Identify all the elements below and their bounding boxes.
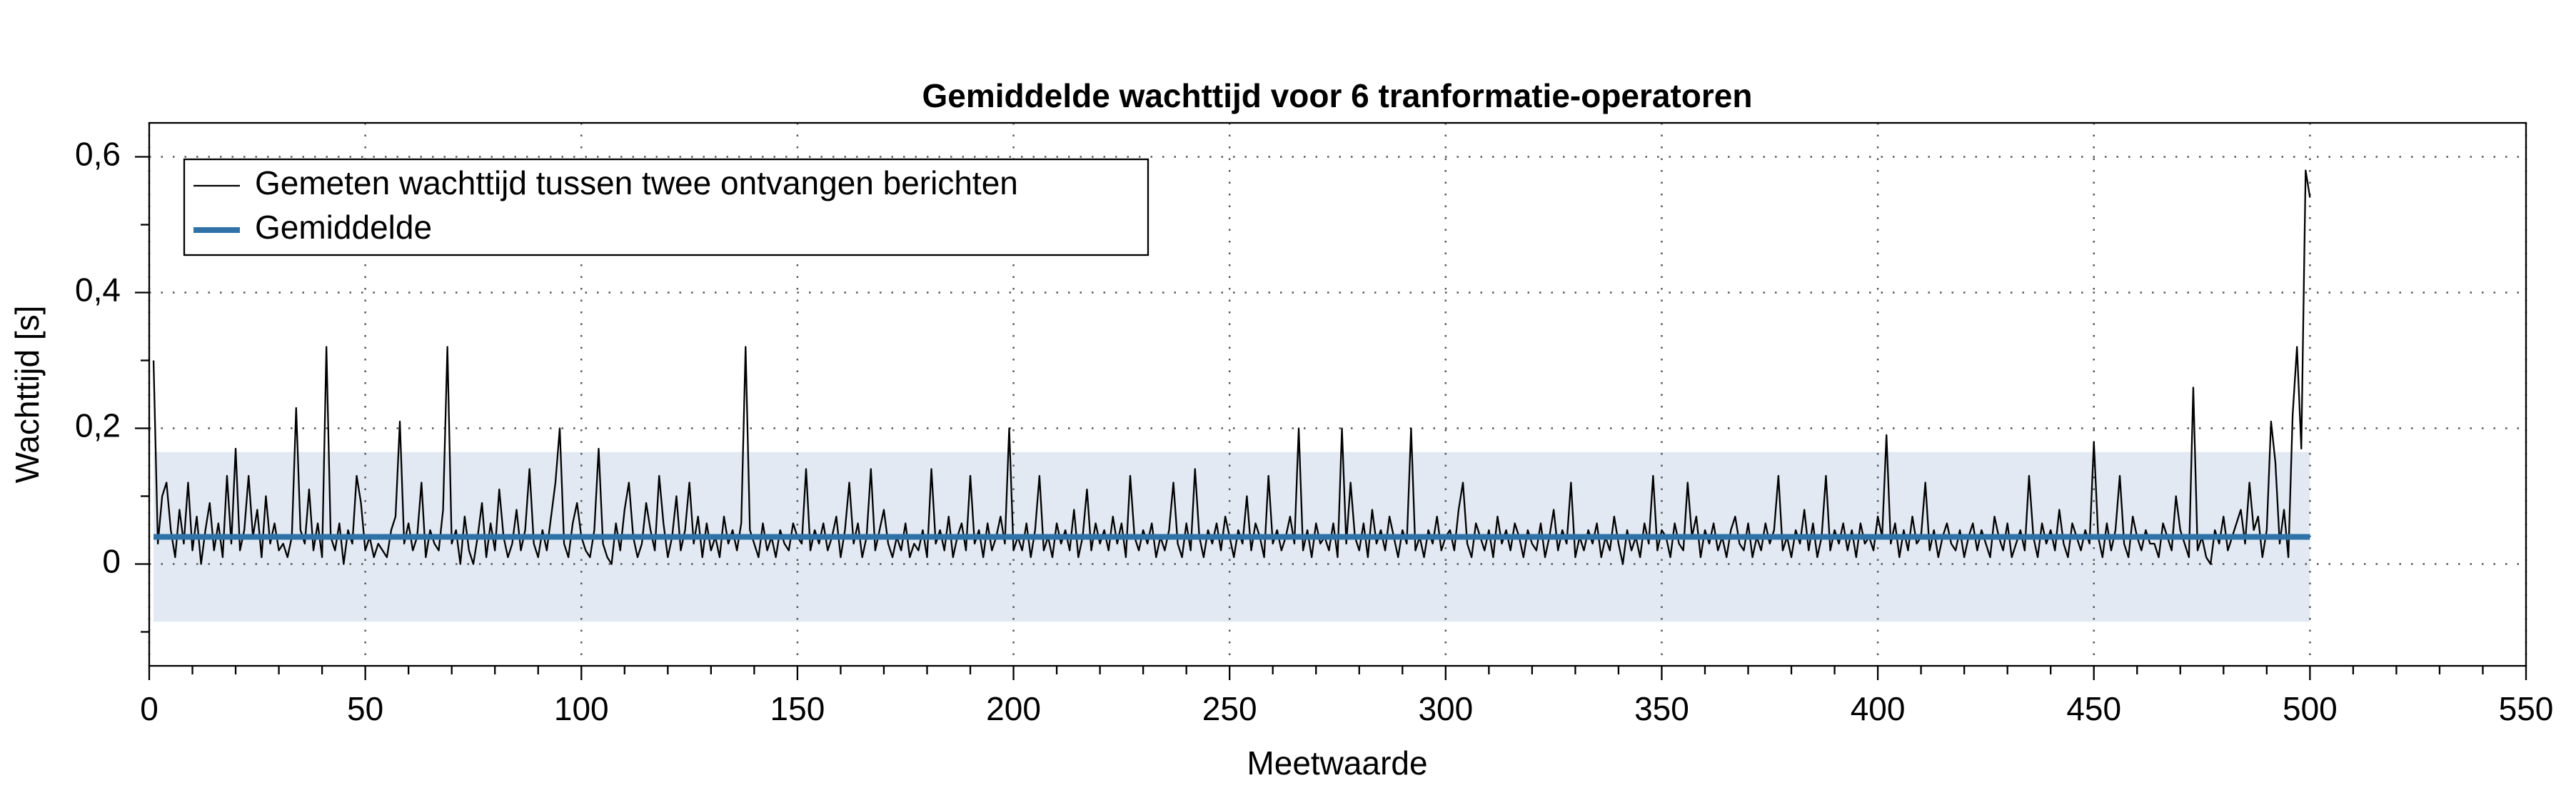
x-tick-label: 200 — [986, 690, 1041, 727]
legend-label: Gemeten wachttijd tussen twee ontvangen … — [255, 164, 1018, 201]
y-tick-label: 0,2 — [75, 407, 121, 444]
x-tick-label: 250 — [1202, 690, 1257, 727]
chart-title: Gemiddelde wachttijd voor 6 tranformatie… — [922, 77, 1753, 114]
x-tick-label: 300 — [1418, 690, 1473, 727]
x-tick-label: 400 — [1851, 690, 1906, 727]
y-tick-label: 0 — [102, 543, 121, 580]
x-tick-label: 100 — [554, 690, 609, 727]
x-tick-label: 500 — [2283, 690, 2338, 727]
x-tick-label: 50 — [347, 690, 383, 727]
x-axis-label: Meetwaarde — [1247, 744, 1427, 782]
legend-box — [183, 158, 1149, 256]
x-tick-label: 150 — [770, 690, 825, 727]
y-tick-label: 0,6 — [75, 136, 121, 173]
plot-frame — [148, 121, 2527, 667]
y-tick-label: 0,4 — [75, 271, 121, 309]
x-tick-label: 0 — [140, 690, 159, 727]
x-tick-label: 550 — [2499, 690, 2554, 727]
x-tick-label: 450 — [2066, 690, 2121, 727]
y-axis-label: Wachttijd [s] — [9, 306, 46, 484]
x-tick-label: 350 — [1634, 690, 1689, 727]
legend-label: Gemiddelde — [255, 209, 432, 246]
